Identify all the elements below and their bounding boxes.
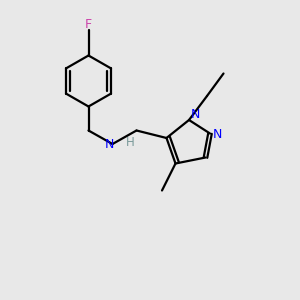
Text: H: H <box>125 136 134 149</box>
Text: F: F <box>85 18 92 31</box>
Text: N: N <box>213 128 222 142</box>
Text: N: N <box>105 137 114 151</box>
Text: N: N <box>190 107 200 121</box>
